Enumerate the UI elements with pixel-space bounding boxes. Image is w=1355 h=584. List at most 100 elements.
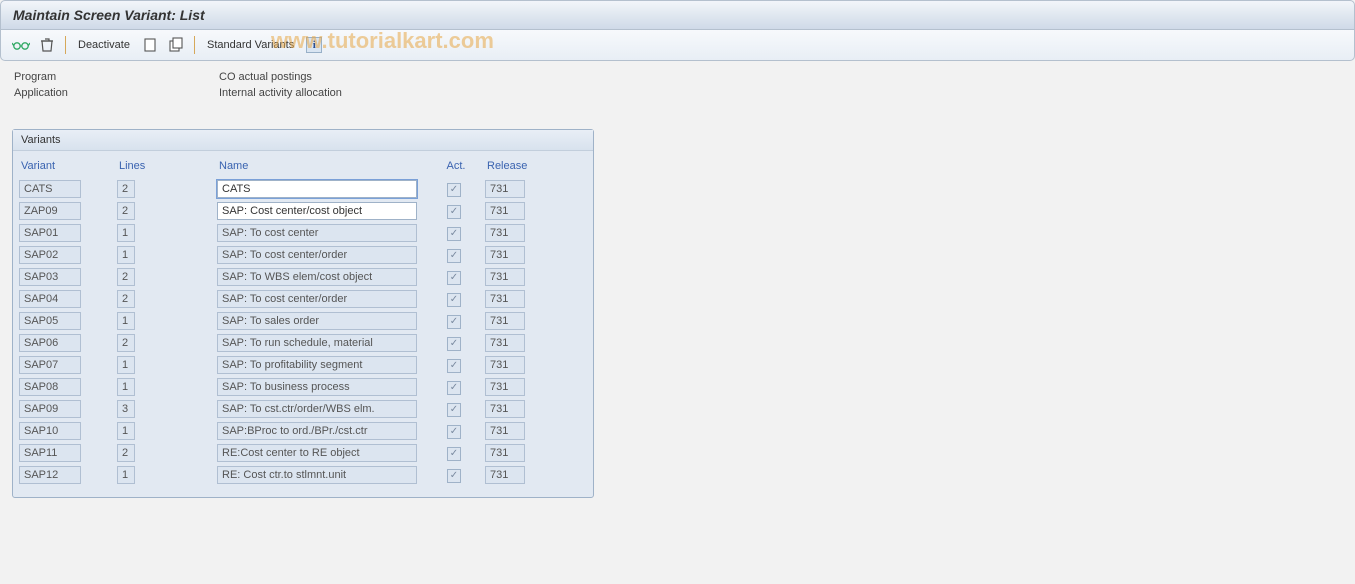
cell-release[interactable]: 731 [485, 290, 525, 308]
cell-variant[interactable]: SAP06 [19, 334, 81, 352]
cell-release[interactable]: 731 [485, 444, 525, 462]
cell-act-checkbox[interactable]: ✓ [447, 359, 461, 373]
cell-lines[interactable]: 2 [117, 290, 135, 308]
cell-release[interactable]: 731 [485, 422, 525, 440]
table-row[interactable]: SAP08 1 SAP: To business process ✓ 731 [19, 377, 587, 399]
cell-lines[interactable]: 1 [117, 378, 135, 396]
cell-name[interactable]: SAP: To cost center/order [217, 246, 417, 264]
cell-act-checkbox[interactable]: ✓ [447, 183, 461, 197]
cell-lines[interactable]: 1 [117, 356, 135, 374]
cell-lines[interactable]: 2 [117, 334, 135, 352]
cell-name[interactable]: SAP: Cost center/cost object [217, 202, 417, 220]
cell-release[interactable]: 731 [485, 224, 525, 242]
table-row[interactable]: SAP06 2 SAP: To run schedule, material ✓ 731 [19, 333, 587, 355]
cell-act-checkbox[interactable]: ✓ [447, 205, 461, 219]
cell-lines[interactable]: 2 [117, 180, 135, 198]
cell-lines[interactable]: 1 [117, 224, 135, 242]
table-row[interactable]: SAP02 1 SAP: To cost center/order ✓ 731 [19, 245, 587, 267]
cell-variant[interactable]: SAP04 [19, 290, 81, 308]
cell-name[interactable]: SAP: To business process [217, 378, 417, 396]
col-header-lines[interactable]: Lines [119, 160, 219, 172]
cell-release[interactable]: 731 [485, 356, 525, 374]
cell-lines[interactable]: 1 [117, 422, 135, 440]
cell-lines[interactable]: 1 [117, 312, 135, 330]
cell-act-checkbox[interactable]: ✓ [447, 271, 461, 285]
cell-variant[interactable]: ZAP09 [19, 202, 81, 220]
cell-variant[interactable]: SAP03 [19, 268, 81, 286]
cell-variant[interactable]: SAP12 [19, 466, 81, 484]
table-row[interactable]: SAP11 2 RE:Cost center to RE object ✓ 731 [19, 443, 587, 465]
cell-name[interactable]: SAP: To cst.ctr/order/WBS elm. [217, 400, 417, 418]
table-row[interactable]: SAP12 1 RE: Cost ctr.to stlmnt.unit ✓ 731 [19, 465, 587, 487]
cell-variant[interactable]: SAP02 [19, 246, 81, 264]
table-row[interactable]: SAP03 2 SAP: To WBS elem/cost object ✓ 731 [19, 267, 587, 289]
col-header-act[interactable]: Act. [435, 160, 477, 172]
cell-release[interactable]: 731 [485, 268, 525, 286]
cell-release[interactable]: 731 [485, 334, 525, 352]
cell-name[interactable]: SAP: To profitability segment [217, 356, 417, 374]
window-title-text: Maintain Screen Variant: List [13, 7, 205, 23]
table-row[interactable]: SAP10 1 SAP:BProc to ord./BPr./cst.ctr ✓ 731 [19, 421, 587, 443]
info-icon[interactable]: i [304, 35, 324, 55]
cell-release[interactable]: 731 [485, 312, 525, 330]
toolbar-separator [65, 36, 66, 54]
cell-variant[interactable]: SAP11 [19, 444, 81, 462]
copy-icon[interactable] [166, 35, 186, 55]
cell-name[interactable]: CATS [217, 180, 417, 198]
table-row[interactable]: SAP09 3 SAP: To cst.ctr/order/WBS elm. ✓ 731 [19, 399, 587, 421]
cell-act-checkbox[interactable]: ✓ [447, 447, 461, 461]
cell-lines[interactable]: 2 [117, 444, 135, 462]
cell-act-checkbox[interactable]: ✓ [447, 469, 461, 483]
cell-variant[interactable]: SAP10 [19, 422, 81, 440]
delete-icon[interactable] [37, 35, 57, 55]
glasses-icon[interactable] [11, 35, 31, 55]
cell-variant[interactable]: SAP07 [19, 356, 81, 374]
table-row[interactable]: SAP07 1 SAP: To profitability segment ✓ 731 [19, 355, 587, 377]
cell-act-checkbox[interactable]: ✓ [447, 403, 461, 417]
cell-variant[interactable]: SAP01 [19, 224, 81, 242]
col-header-release[interactable]: Release [477, 160, 557, 172]
standard-variants-button[interactable]: Standard Variants [203, 35, 298, 55]
cell-act-checkbox[interactable]: ✓ [447, 293, 461, 307]
cell-name[interactable]: SAP: To sales order [217, 312, 417, 330]
cell-name[interactable]: SAP: To WBS elem/cost object [217, 268, 417, 286]
table-row[interactable]: SAP01 1 SAP: To cost center ✓ 731 [19, 223, 587, 245]
cell-act-checkbox[interactable]: ✓ [447, 381, 461, 395]
cell-release[interactable]: 731 [485, 466, 525, 484]
cell-name[interactable]: SAP:BProc to ord./BPr./cst.ctr [217, 422, 417, 440]
cell-release[interactable]: 731 [485, 246, 525, 264]
cell-variant[interactable]: SAP08 [19, 378, 81, 396]
cell-name[interactable]: SAP: To cost center [217, 224, 417, 242]
window-title: Maintain Screen Variant: List [0, 0, 1355, 30]
cell-act-checkbox[interactable]: ✓ [447, 315, 461, 329]
col-header-name[interactable]: Name [219, 160, 435, 172]
table-row[interactable]: ZAP09 2 SAP: Cost center/cost object ✓ 731 [19, 201, 587, 223]
cell-variant[interactable]: SAP09 [19, 400, 81, 418]
cell-name[interactable]: SAP: To cost center/order [217, 290, 417, 308]
cell-release[interactable]: 731 [485, 400, 525, 418]
table-row[interactable]: SAP05 1 SAP: To sales order ✓ 731 [19, 311, 587, 333]
col-header-variant[interactable]: Variant [21, 160, 119, 172]
cell-variant[interactable]: CATS [19, 180, 81, 198]
cell-release[interactable]: 731 [485, 202, 525, 220]
cell-lines[interactable]: 3 [117, 400, 135, 418]
cell-variant[interactable]: SAP05 [19, 312, 81, 330]
cell-lines[interactable]: 2 [117, 202, 135, 220]
cell-release[interactable]: 731 [485, 378, 525, 396]
table-row[interactable]: CATS 2 CATS ✓ 731 [19, 179, 587, 201]
cell-act-checkbox[interactable]: ✓ [447, 425, 461, 439]
cell-release[interactable]: 731 [485, 180, 525, 198]
cell-name[interactable]: RE:Cost center to RE object [217, 444, 417, 462]
cell-act-checkbox[interactable]: ✓ [447, 249, 461, 263]
cell-name[interactable]: SAP: To run schedule, material [217, 334, 417, 352]
cell-lines[interactable]: 2 [117, 268, 135, 286]
cell-name[interactable]: RE: Cost ctr.to stlmnt.unit [217, 466, 417, 484]
table-row[interactable]: SAP04 2 SAP: To cost center/order ✓ 731 [19, 289, 587, 311]
create-icon[interactable] [140, 35, 160, 55]
cell-lines[interactable]: 1 [117, 466, 135, 484]
cell-act-checkbox[interactable]: ✓ [447, 337, 461, 351]
header-info: Program CO actual postings Application I… [0, 61, 1355, 107]
cell-act-checkbox[interactable]: ✓ [447, 227, 461, 241]
deactivate-button[interactable]: Deactivate [74, 35, 134, 55]
cell-lines[interactable]: 1 [117, 246, 135, 264]
